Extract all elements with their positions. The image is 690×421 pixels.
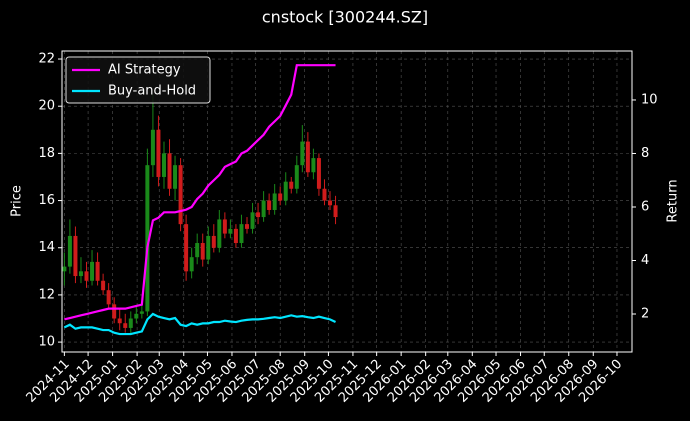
series-line bbox=[63, 312, 337, 336]
y-tick-label: 10 bbox=[38, 335, 55, 350]
candle-body bbox=[250, 212, 255, 229]
candle-body bbox=[278, 193, 283, 201]
candle-body bbox=[300, 141, 305, 166]
candle-body bbox=[173, 165, 178, 189]
y-tick-label: 16 bbox=[38, 193, 55, 208]
candle-body bbox=[134, 313, 139, 319]
candle-body bbox=[184, 224, 189, 272]
candle-body bbox=[145, 165, 150, 312]
candle-body bbox=[200, 243, 205, 260]
candle-body bbox=[167, 153, 172, 189]
candle-body bbox=[161, 153, 166, 177]
candle-body bbox=[67, 235, 72, 267]
candle-body bbox=[156, 129, 161, 177]
y-tick-label: 22 bbox=[38, 52, 55, 67]
series-line bbox=[64, 64, 336, 321]
candle-body bbox=[128, 318, 133, 328]
candle-body bbox=[272, 193, 277, 210]
candle-body bbox=[84, 271, 89, 281]
y-tick-label: 12 bbox=[38, 287, 55, 302]
candle-body bbox=[62, 266, 67, 272]
candle-body bbox=[95, 261, 100, 281]
y-tick-label: 20 bbox=[38, 99, 55, 114]
candle-body bbox=[322, 188, 327, 201]
candle-body bbox=[233, 228, 238, 244]
candle-body bbox=[294, 165, 299, 189]
candle-body bbox=[333, 205, 338, 218]
candle-body bbox=[283, 181, 288, 201]
candle-body bbox=[228, 228, 233, 234]
candle-body bbox=[311, 158, 316, 173]
candle-body bbox=[189, 257, 194, 272]
candle-body bbox=[267, 200, 272, 210]
y-tick-label: 14 bbox=[38, 240, 55, 255]
candle-body bbox=[316, 158, 321, 189]
y2-tick-label: 4 bbox=[641, 253, 649, 268]
legend-label: AI Strategy bbox=[108, 63, 181, 78]
candle-body bbox=[178, 165, 183, 225]
candle-body bbox=[289, 181, 294, 189]
legend-label: Buy-and-Hold bbox=[108, 84, 196, 99]
y2-tick-label: 8 bbox=[641, 146, 649, 161]
y2-axis-label: Return bbox=[666, 179, 681, 222]
candle-body bbox=[261, 200, 266, 218]
candle-body bbox=[150, 129, 155, 166]
candle-body bbox=[195, 243, 200, 258]
candle-body bbox=[117, 318, 122, 324]
candle-body bbox=[106, 290, 111, 305]
candle-body bbox=[328, 200, 333, 206]
candle-body bbox=[217, 219, 222, 248]
candle-body bbox=[206, 235, 211, 260]
candle-body bbox=[90, 261, 95, 281]
chart-title: cnstock [300244.SZ] bbox=[262, 8, 428, 27]
candle-body bbox=[112, 304, 117, 319]
y-axis-label: Price bbox=[10, 185, 25, 217]
candle-body bbox=[256, 212, 261, 218]
candle-body bbox=[211, 235, 216, 248]
candle-body bbox=[73, 235, 78, 277]
y2-tick-label: 2 bbox=[641, 307, 649, 322]
y-tick-label: 18 bbox=[38, 146, 55, 161]
candle-body bbox=[305, 141, 310, 173]
plot-frame bbox=[61, 50, 633, 353]
candle-body bbox=[244, 224, 249, 229]
candle-body bbox=[123, 323, 128, 328]
legend: AI Strategy Buy-and-Hold bbox=[65, 56, 211, 104]
legend-box bbox=[65, 56, 211, 104]
candle-body bbox=[101, 280, 106, 291]
y2-tick-label: 6 bbox=[641, 199, 649, 214]
candle-body bbox=[239, 224, 244, 244]
candle-body bbox=[78, 271, 83, 277]
candle-body bbox=[139, 311, 144, 314]
candle-body bbox=[222, 219, 227, 234]
y2-tick-label: 10 bbox=[641, 92, 658, 107]
